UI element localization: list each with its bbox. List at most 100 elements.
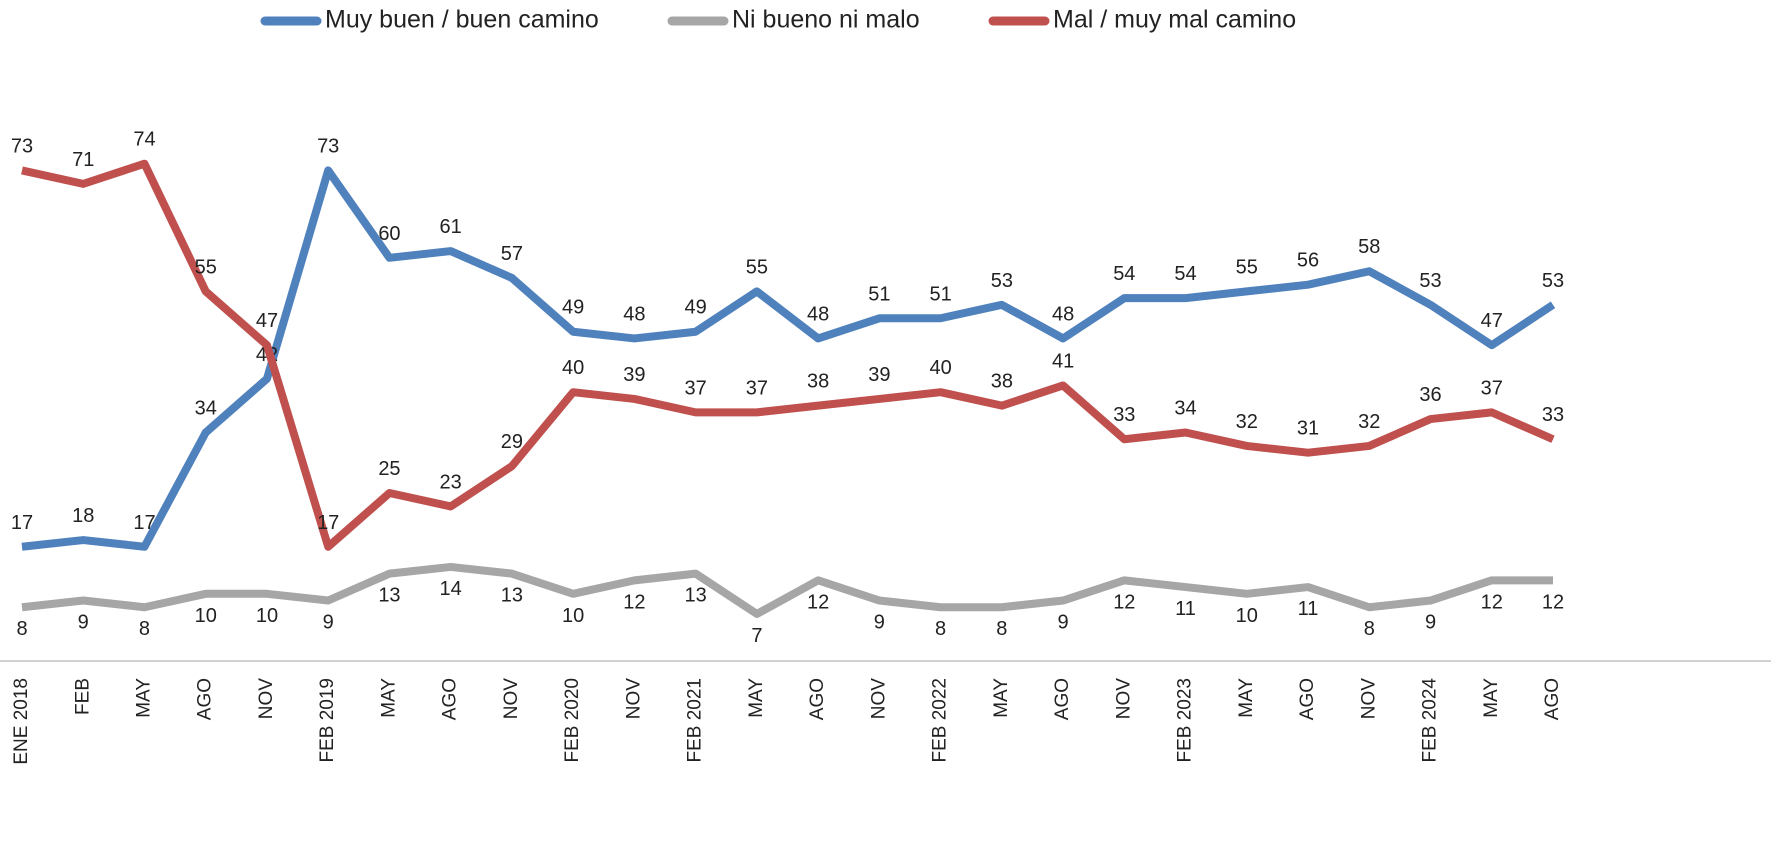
data-label: 37 (746, 377, 768, 399)
data-label: 11 (1175, 598, 1196, 620)
data-label: 9 (874, 612, 885, 634)
data-label: 34 (1174, 398, 1196, 420)
data-label: 10 (195, 605, 217, 627)
data-label: 36 (1419, 384, 1441, 406)
x-tick-label: NOV (256, 678, 277, 720)
data-label: 39 (868, 364, 890, 386)
data-label: 12 (1481, 591, 1503, 613)
data-label: 32 (1358, 411, 1380, 433)
data-label: 73 (11, 135, 33, 157)
data-label: 56 (1297, 250, 1319, 272)
data-label: 38 (807, 371, 829, 393)
x-tick-label: NOV (1358, 678, 1379, 720)
data-label: 53 (1419, 270, 1441, 292)
data-label: 54 (1113, 263, 1135, 285)
data-label: 25 (378, 458, 400, 480)
data-label: 10 (256, 605, 278, 627)
x-tick-label: FEB 2023 (1175, 678, 1196, 763)
data-label: 37 (1481, 377, 1503, 399)
data-label: 48 (623, 303, 645, 325)
x-tick-label: FEB 2020 (562, 678, 583, 763)
data-label: 17 (11, 512, 33, 534)
data-label: 12 (623, 591, 645, 613)
data-label: 74 (133, 129, 155, 151)
x-tick-label: NOV (1113, 678, 1134, 720)
legend-label: Muy buen / buen camino (325, 6, 599, 34)
x-tick-label: MAY (746, 678, 767, 718)
data-label: 12 (807, 591, 829, 613)
x-tick-label: MAY (378, 678, 399, 718)
data-label: 8 (935, 618, 946, 640)
data-label: 71 (72, 149, 94, 171)
data-label: 51 (929, 283, 951, 305)
data-label: 34 (195, 398, 217, 420)
data-label: 10 (562, 605, 584, 627)
data-label: 33 (1542, 404, 1564, 426)
x-tick-label: ENE 2018 (11, 678, 32, 765)
data-label: 7 (751, 625, 762, 647)
x-tick-label: MAY (1236, 678, 1257, 718)
data-label: 47 (1481, 310, 1503, 332)
data-label: 73 (317, 135, 339, 157)
data-label: 13 (378, 585, 400, 607)
data-label: 8 (16, 618, 27, 640)
data-label: 23 (440, 471, 462, 493)
data-label: 31 (1297, 418, 1319, 440)
data-label: 49 (562, 297, 584, 319)
data-label: 55 (746, 256, 768, 278)
data-label: 8 (1364, 618, 1375, 640)
data-label: 8 (139, 618, 150, 640)
data-label: 57 (501, 243, 523, 265)
x-tick-label: NOV (501, 678, 522, 720)
data-label: 9 (1425, 612, 1436, 634)
data-label: 17 (133, 512, 155, 534)
data-label: 39 (623, 364, 645, 386)
data-label: 55 (1236, 256, 1258, 278)
data-label: 13 (685, 585, 707, 607)
data-label: 9 (78, 612, 89, 634)
data-label: 9 (323, 612, 334, 634)
x-tick-label: NOV (623, 678, 644, 720)
data-label: 9 (1058, 612, 1069, 634)
x-tick-label: FEB 2022 (930, 678, 951, 763)
data-label: 40 (562, 357, 584, 379)
data-label: 12 (1542, 591, 1564, 613)
legend-label: Mal / muy mal camino (1053, 6, 1296, 34)
x-tick-label: FEB 2019 (317, 678, 338, 763)
data-label: 55 (195, 256, 217, 278)
data-label: 47 (256, 310, 278, 332)
series-line (21, 166, 1556, 551)
x-tick-label: AGO (1297, 678, 1318, 720)
data-label: 32 (1236, 411, 1258, 433)
data-label: 10 (1236, 605, 1258, 627)
data-label: 49 (685, 297, 707, 319)
x-tick-label: FEB 2024 (1420, 678, 1441, 763)
data-label: 53 (1542, 270, 1564, 292)
x-tick-label: MAY (991, 678, 1012, 718)
x-tick-label: MAY (133, 678, 154, 718)
data-label: 13 (501, 585, 523, 607)
legend-label: Ni bueno ni malo (732, 6, 920, 34)
x-tick-label: AGO (1542, 678, 1563, 720)
x-tick-label: AGO (807, 678, 828, 720)
x-tick-label: MAY (1481, 678, 1502, 718)
data-label: 53 (991, 270, 1013, 292)
data-label: 12 (1113, 591, 1135, 613)
x-tick-label: AGO (440, 678, 461, 720)
data-label: 48 (807, 303, 829, 325)
data-label: 61 (440, 216, 462, 238)
data-label: 51 (868, 283, 890, 305)
x-tick-label: FEB (72, 678, 93, 715)
data-label: 37 (685, 377, 707, 399)
data-label: 17 (317, 512, 339, 534)
data-label: 40 (929, 357, 951, 379)
data-label: 58 (1358, 236, 1380, 258)
data-label: 11 (1298, 598, 1319, 620)
data-label: 38 (991, 371, 1013, 393)
data-label: 29 (501, 431, 523, 453)
data-label: 54 (1174, 263, 1196, 285)
x-tick-label: NOV (868, 678, 889, 720)
data-label: 18 (72, 505, 94, 527)
x-tick-label: AGO (195, 678, 216, 720)
